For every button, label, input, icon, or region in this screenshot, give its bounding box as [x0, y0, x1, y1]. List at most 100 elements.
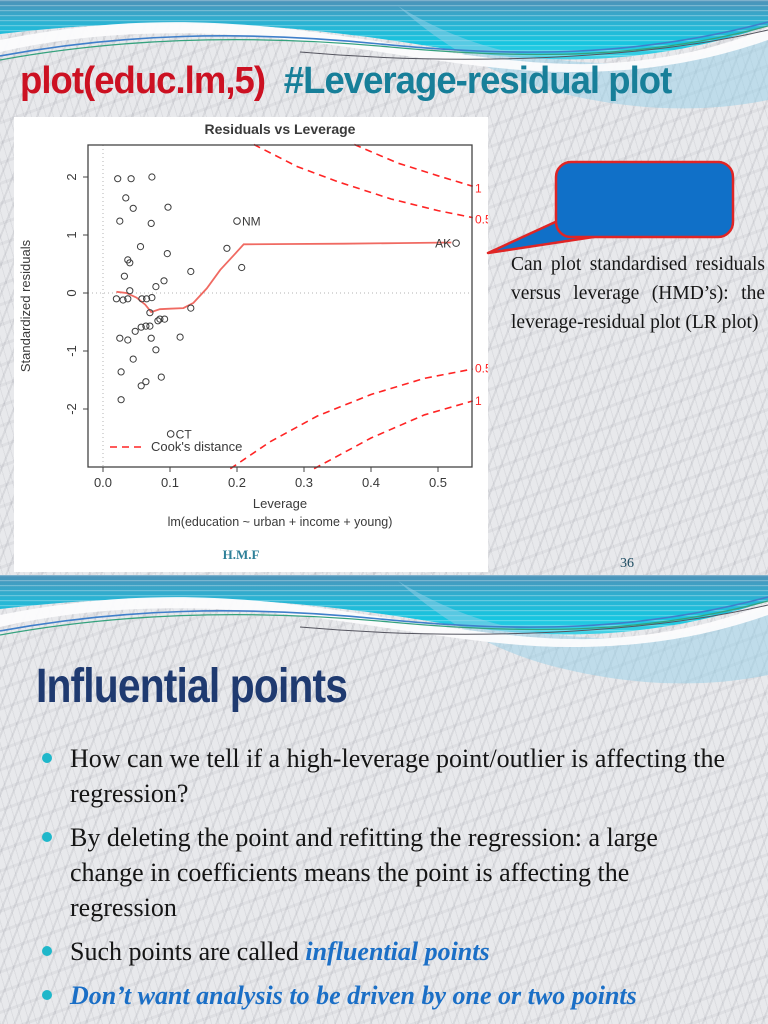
scatter-point — [142, 322, 150, 330]
decor-curve-dark — [299, 29, 768, 60]
scatter-point — [146, 309, 154, 317]
scatter-point — [124, 295, 132, 303]
slide-number: 36 — [620, 556, 634, 571]
decor-curve-blue — [0, 596, 768, 632]
scatter-point — [116, 217, 124, 225]
scatter-point — [147, 334, 155, 342]
x-tick-label: 0.2 — [228, 475, 246, 490]
cooks-contour-1 — [313, 400, 474, 470]
labeled-point-AK — [452, 239, 460, 247]
point-label-NM: NM — [242, 215, 261, 229]
x-tick-label: 0.3 — [295, 475, 313, 490]
point-label-AK: AK — [435, 237, 451, 251]
scatter-point — [138, 295, 146, 303]
scatter-point — [223, 244, 231, 252]
wave-banner — [0, 0, 768, 109]
scatter-point — [176, 333, 184, 341]
scatter-point — [112, 295, 121, 303]
scatter-point — [117, 396, 125, 404]
scatter-point — [122, 194, 130, 202]
scatter-point — [136, 243, 145, 251]
cooks-contour-0.5 — [253, 143, 473, 219]
title-plot-text: #Leverage-residual plot — [283, 60, 672, 102]
scatter-point — [129, 204, 137, 212]
y-tick-label: 1 — [64, 231, 79, 238]
labeled-point-NM — [233, 217, 241, 225]
scatter-point — [142, 378, 150, 386]
title-code-text: plot(educ.lm,5) — [20, 60, 266, 102]
bullet-text-emphasis: Don’t want analysis to be driven by one … — [70, 981, 637, 1010]
labeled-point-CT — [166, 430, 175, 438]
cooks-legend-label: Cook's distance — [151, 439, 242, 454]
y-tick-label: 0 — [64, 289, 79, 296]
bullet-item: How can we tell if a high-leverage point… — [40, 741, 736, 811]
bullet-text: By deleting the point and refitting the … — [70, 823, 658, 922]
smoother-line — [116, 241, 452, 314]
scatter-point — [126, 287, 134, 295]
scatter-point — [119, 296, 127, 304]
bullet-text-emphasis: influential points — [305, 937, 490, 966]
callout-caption: Can plot standardised residuals versus l… — [511, 254, 765, 333]
scatter-point — [124, 336, 132, 344]
scatter-point — [117, 368, 125, 376]
scatter-point — [147, 219, 155, 228]
y-tick-label: -2 — [64, 403, 79, 415]
scatter-point — [148, 294, 156, 302]
bullet-item: By deleting the point and refitting the … — [40, 820, 736, 925]
point-label-CT: CT — [176, 427, 193, 441]
x-axis-label: Leverage — [253, 496, 307, 511]
bullet-marker — [42, 946, 52, 956]
decor-curve-green — [0, 25, 768, 61]
scatter-point — [116, 334, 124, 342]
x-tick-label: 0.1 — [161, 475, 179, 490]
bullet-item: Such points are called influential point… — [40, 934, 736, 969]
scatter-point — [120, 272, 129, 280]
x-tick-label: 0.0 — [94, 475, 112, 490]
scatter-point — [154, 317, 162, 325]
scatter-point — [157, 373, 165, 381]
scatter-point — [137, 323, 145, 331]
x-tick-label: 0.4 — [362, 475, 380, 490]
slide-2: Influential points How can we tell if a … — [0, 575, 768, 1024]
cooks-contour-label: 1 — [475, 182, 482, 196]
scatter-point — [161, 315, 169, 323]
scatter-point — [129, 355, 137, 363]
scatter-points — [112, 173, 246, 404]
scatter-point — [187, 267, 195, 276]
scatter-point — [187, 304, 195, 312]
residuals-vs-leverage-chart: 0.5 1 0.5 1 NM AK CT 0.0 0.1 0.2 0.3 0.4 0.5 -2 -1 0 1 2 R… — [18, 121, 492, 529]
scatter-point — [164, 203, 172, 211]
r-plot-panel: 0.5 1 0.5 1 NM AK CT 0.0 0.1 0.2 0.3 0.4 0.5 -2 -1 0 1 2 R… — [14, 117, 492, 572]
bullet-marker — [42, 753, 52, 763]
scatter-point — [152, 346, 160, 354]
decor-curve-blue — [0, 21, 768, 57]
author-footer: H.M.F — [222, 547, 260, 562]
slide2-title: Influential points — [36, 660, 348, 713]
translucent-wave-overlay — [398, 6, 768, 109]
x-tick-label: 0.5 — [429, 475, 447, 490]
cooks-contour-1 — [353, 143, 474, 188]
scatter-point — [127, 175, 135, 183]
scatter-point — [146, 322, 154, 330]
bullet-text: Such points are called — [70, 937, 306, 966]
scatter-point — [131, 327, 139, 335]
bullet-marker — [42, 990, 52, 1000]
scatter-point — [137, 382, 145, 390]
bullet-text: How can we tell if a high-leverage point… — [70, 744, 726, 808]
scatter-point — [143, 295, 151, 303]
scatter-point — [152, 283, 160, 291]
scatter-point — [163, 250, 171, 258]
callout-body — [554, 160, 735, 239]
scatter-point — [126, 259, 134, 267]
bullet-item: Don’t want analysis to be driven by one … — [40, 978, 736, 1013]
scatter-point — [114, 175, 122, 183]
scatter-point — [156, 315, 164, 323]
plot-box — [87, 144, 473, 468]
bullet-marker — [42, 832, 52, 842]
callout-bubble — [486, 160, 735, 255]
y-tick-label: -1 — [64, 345, 79, 357]
cooks-contour-0.5 — [229, 368, 473, 470]
cooks-contour-label: 0.5 — [475, 212, 488, 226]
y-axis-label: Standardized residuals — [18, 239, 33, 372]
